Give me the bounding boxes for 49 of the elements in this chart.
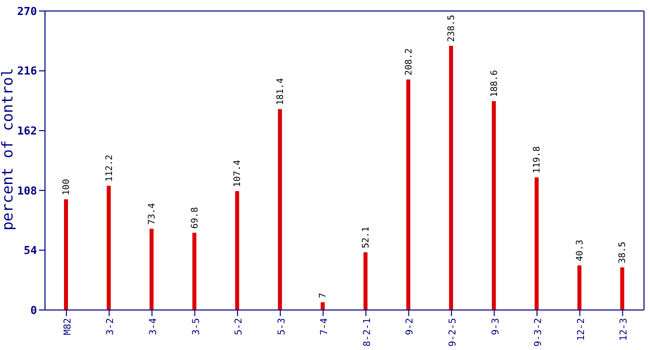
y-axis-title: percent of control xyxy=(0,68,16,230)
bar xyxy=(64,199,68,310)
x-tick-label: 12-3 xyxy=(618,318,630,341)
y-tick-label: 54 xyxy=(24,244,38,258)
data-label: 119.8 xyxy=(532,146,543,174)
data-label: 52.1 xyxy=(362,226,372,248)
data-label: 100 xyxy=(62,178,72,196)
y-tick-label: 0 xyxy=(30,304,37,317)
data-label: 7 xyxy=(318,292,329,298)
x-tick-label: M82 xyxy=(62,318,74,336)
x-tick-label: 12-2 xyxy=(576,318,587,341)
x-tick-label: 9-3-2 xyxy=(533,318,544,347)
data-label: 73.4 xyxy=(148,203,158,225)
x-tick-label: 7-4 xyxy=(319,318,330,336)
bar xyxy=(235,191,240,310)
y-tick-label: 270 xyxy=(17,4,37,18)
bar xyxy=(106,186,111,310)
x-tick-label: 3-5 xyxy=(190,318,202,336)
x-tick-label: 3-4 xyxy=(148,318,159,336)
x-tick-label: 9-3 xyxy=(490,318,502,336)
data-label: 208.2 xyxy=(404,48,414,76)
data-label: 107.4 xyxy=(233,160,244,188)
bar xyxy=(406,79,410,310)
bar xyxy=(150,228,154,310)
x-tick-label: 5-2 xyxy=(234,318,245,336)
bar xyxy=(492,101,496,310)
data-label: 181.4 xyxy=(276,78,286,106)
x-tick-label: 8-2-1 xyxy=(362,318,373,347)
data-label: 112.2 xyxy=(104,154,115,182)
x-tick-label: 3-2 xyxy=(105,318,116,336)
bar xyxy=(320,302,325,310)
bar xyxy=(192,232,196,310)
data-label: 188.6 xyxy=(490,70,500,98)
x-tick-label: 9-2-5 xyxy=(447,318,458,347)
bar xyxy=(449,46,454,310)
y-tick-label: 108 xyxy=(17,184,37,198)
data-label: 238.5 xyxy=(447,14,458,42)
data-label: 40.3 xyxy=(575,240,586,262)
x-tick-label: 5-3 xyxy=(276,318,288,336)
y-tick-label: 162 xyxy=(17,124,37,138)
y-tick-label: 216 xyxy=(17,64,38,78)
data-label: 38.5 xyxy=(618,242,628,264)
bar xyxy=(534,177,539,310)
bar xyxy=(577,265,582,310)
data-label: 69.8 xyxy=(190,207,200,229)
bar xyxy=(620,267,624,310)
x-tick-label: 9-2 xyxy=(404,318,416,336)
bar xyxy=(364,252,368,310)
bar xyxy=(278,109,282,310)
